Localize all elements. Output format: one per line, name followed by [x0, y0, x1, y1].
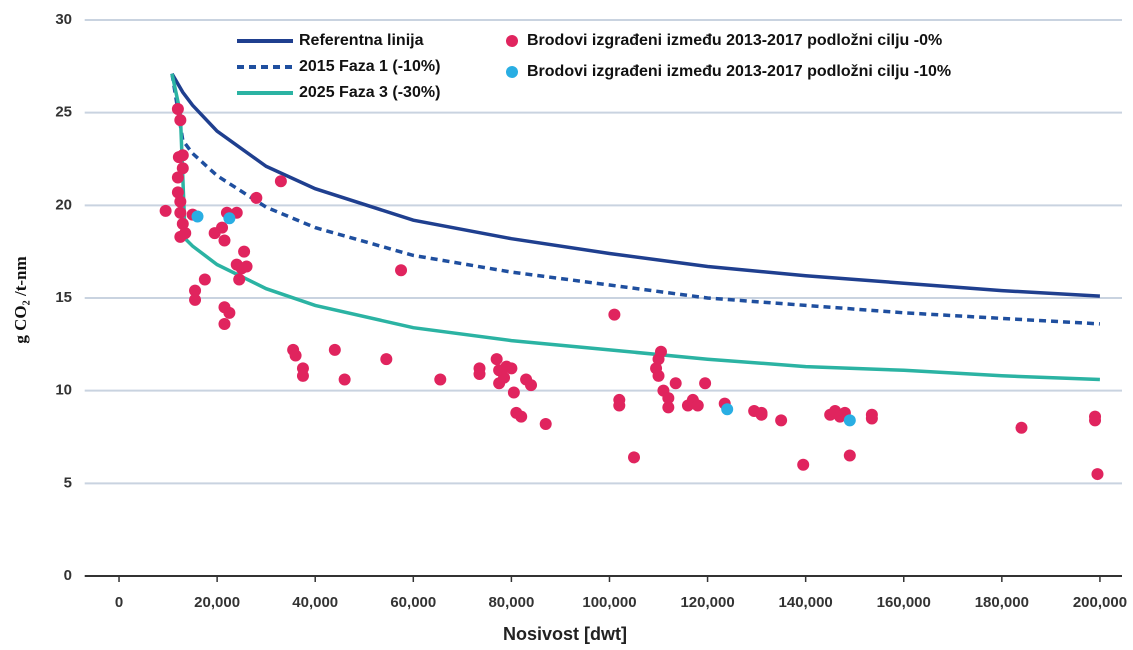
point	[395, 264, 408, 277]
point	[171, 171, 184, 184]
point	[721, 403, 734, 416]
point	[434, 373, 447, 386]
x-tick-label: 60,000	[390, 594, 436, 611]
point	[289, 349, 302, 362]
point	[240, 260, 253, 273]
point	[216, 221, 229, 234]
point	[775, 414, 788, 427]
point	[843, 449, 856, 462]
point	[608, 308, 621, 321]
x-tick-label: 180,000	[975, 594, 1029, 611]
point	[490, 353, 503, 366]
point	[159, 204, 172, 217]
x-axis-title: Nosivost [dwt]	[503, 624, 627, 644]
y-tick-label: 5	[64, 474, 72, 491]
point	[174, 114, 187, 127]
point	[498, 371, 511, 384]
point	[505, 362, 518, 375]
point	[233, 273, 246, 286]
legend-label: Brodovi izgrađeni između 2013-2017 podlo…	[527, 32, 942, 49]
point	[1015, 421, 1028, 434]
point	[613, 399, 626, 412]
x-tick-label: 0	[115, 594, 123, 611]
point	[797, 458, 810, 471]
point	[338, 373, 351, 386]
x-tick-label: 80,000	[488, 594, 534, 611]
x-tick-label: 100,000	[582, 594, 636, 611]
point	[652, 369, 665, 382]
point	[539, 418, 552, 431]
point	[699, 377, 712, 390]
point	[176, 149, 189, 162]
point	[662, 401, 675, 414]
line	[170, 72, 1100, 298]
point	[223, 212, 236, 225]
point	[176, 162, 189, 175]
point	[250, 191, 263, 204]
y-tick-label: 20	[55, 196, 72, 213]
legend-marker	[506, 66, 518, 78]
y-axis-title: g CO₂ /t-nm	[11, 256, 30, 343]
line	[170, 73, 1100, 326]
x-tick-label: 20,000	[194, 594, 240, 611]
point	[380, 353, 393, 366]
point	[473, 367, 486, 380]
y-tick-label: 10	[55, 382, 72, 399]
point	[171, 186, 184, 199]
x-tick-label: 200,000	[1073, 594, 1127, 611]
point	[507, 386, 520, 399]
point	[189, 293, 202, 306]
point	[843, 414, 856, 427]
point	[171, 102, 184, 115]
point	[865, 412, 878, 425]
x-tick-label: 140,000	[779, 594, 833, 611]
point	[191, 210, 204, 223]
legend-label: 2015 Faza 1 (-10%)	[299, 58, 440, 75]
point	[174, 195, 187, 208]
x-tick-label: 120,000	[680, 594, 734, 611]
point	[218, 234, 231, 247]
line	[170, 73, 1100, 382]
point	[238, 245, 251, 258]
point	[179, 227, 192, 240]
y-tick-label: 25	[55, 104, 72, 121]
point	[669, 377, 682, 390]
point	[328, 343, 341, 356]
legend-label: Referentna linija	[299, 32, 424, 49]
point	[662, 392, 675, 405]
point	[223, 306, 236, 319]
point	[654, 345, 667, 358]
point	[515, 410, 528, 423]
legend-marker	[506, 35, 518, 47]
point	[691, 399, 704, 412]
x-tick-label: 40,000	[292, 594, 338, 611]
y-tick-label: 30	[55, 11, 72, 28]
point	[176, 217, 189, 230]
point	[198, 273, 211, 286]
point	[296, 369, 309, 382]
legend-label: Brodovi izgrađeni između 2013-2017 podlo…	[527, 63, 951, 80]
legend-label: 2025 Faza 3 (-30%)	[299, 84, 440, 101]
y-tick-label: 0	[64, 567, 72, 584]
point	[1091, 468, 1104, 481]
x-tick-label: 160,000	[877, 594, 931, 611]
point	[189, 284, 202, 297]
point	[174, 206, 187, 219]
point	[218, 317, 231, 330]
point	[1089, 414, 1102, 427]
point	[628, 451, 641, 464]
point	[755, 408, 768, 421]
point	[274, 175, 287, 188]
y-tick-label: 15	[55, 289, 72, 306]
point	[525, 379, 538, 392]
